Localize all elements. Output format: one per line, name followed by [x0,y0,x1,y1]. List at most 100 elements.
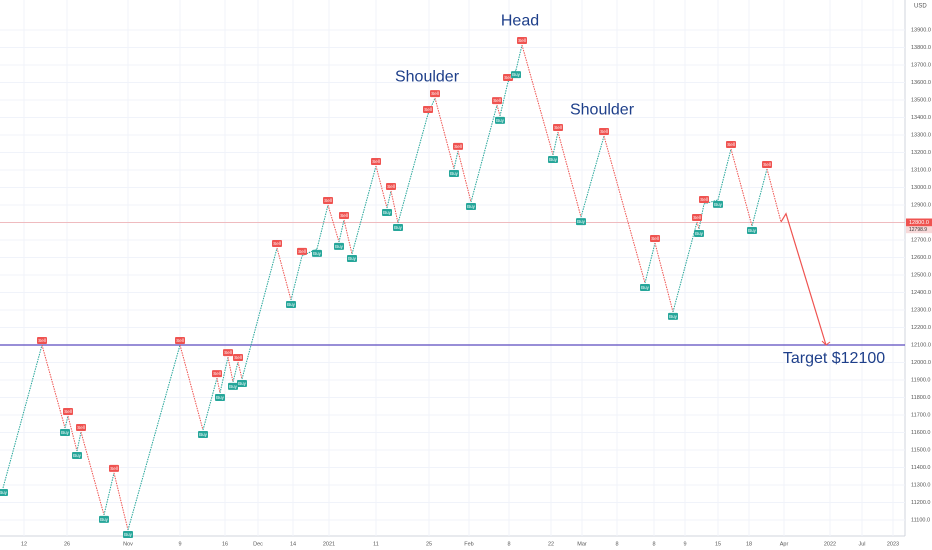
signal-box [212,370,222,378]
zigzag-segment [644,242,656,284]
y-tick-label: 13600.0 [911,80,931,86]
x-tick-label: 9 [178,541,181,547]
zigzag-segment [327,204,340,243]
signal-box [430,90,440,98]
signal-box [109,464,119,472]
signal-label: Buy [238,381,247,386]
y-tick-label: 12600.0 [911,255,931,261]
signal-box [495,116,505,124]
signal-box [382,208,392,216]
x-tick-label: 15 [715,541,721,547]
last-price-tag [906,226,932,234]
signal-box [123,530,133,538]
x-tick-label: Nov [123,541,133,547]
zigzag-segment [397,113,429,224]
annotation: Shoulder [395,68,460,85]
y-tick-label: 12900.0 [911,202,931,208]
signal-box [503,73,513,81]
signal-box [393,224,403,232]
signal-box [198,431,208,439]
signal-label: Sell [763,162,771,167]
signal-label: Buy [73,453,82,458]
y-tick-label: 11700.0 [911,412,930,418]
signal-box [215,393,225,401]
signal-box [449,169,459,177]
signal-label: Buy [467,204,476,209]
y-tick-label: 11400.0 [911,465,930,471]
signal-box [747,227,757,234]
zigzag-segment [343,219,353,255]
signal-box [668,312,678,320]
x-tick-label: 12 [21,541,27,547]
zigzag-segment [654,242,674,313]
signal-label: Buy [0,490,8,495]
signal-box [726,141,736,148]
signal-label: Buy [669,314,678,319]
x-tick-label: 8 [615,541,618,547]
y-tick-label: 11900.0 [911,377,930,383]
signal-label: Buy [216,395,225,400]
signal-box [347,255,357,262]
zigzag-segment [64,415,69,429]
zigzag-segment [351,165,377,255]
y-tick-label: 12000.0 [911,360,931,366]
signal-label: Buy [714,202,723,207]
signal-box [63,408,73,416]
signal-box [576,218,586,226]
signal-box [650,234,660,242]
zigzag-segment [219,356,229,394]
y-tick-label: 12300.0 [911,307,931,313]
zigzag-segment [202,377,218,431]
signal-label: Buy [496,118,505,123]
signal-label: Sell [424,107,432,112]
zigzag-segment [375,165,388,209]
zigzag-segment [127,344,181,531]
signal-label: Buy [124,532,133,537]
y-tick-label: 13200.0 [911,150,931,156]
y-tick-label: 12200.0 [911,325,931,331]
zigzag-segment [113,472,129,531]
signal-label: Sell [700,197,708,202]
zigzag-segment [67,415,78,452]
signal-box [228,382,238,390]
signal-label: Sell [234,355,242,360]
y-tick-label: 13800.0 [911,45,931,51]
x-tick-label: Jul [858,541,865,547]
zigzag-segment [216,377,221,394]
y-tick-label: 12400.0 [911,290,931,296]
zigzag-segment [241,247,278,380]
signal-box [76,423,86,431]
x-tick-label: 11 [373,541,379,547]
signal-box [286,301,296,309]
signal-box [640,284,650,292]
y-tick-label: 13500.0 [911,97,931,103]
signal-label: Sell [298,249,306,254]
x-tick-label: 18 [746,541,752,547]
signal-label: Sell [224,350,232,355]
signal-label: Sell [273,241,281,246]
y-tick-label: 11800.0 [911,395,930,401]
signal-label: Sell [110,466,118,471]
zigzag-segment [434,97,455,170]
zigzag-segment [470,104,498,203]
signal-box [386,183,396,190]
last-price-label: 12798.9 [909,227,927,233]
signal-box [371,157,381,165]
signal-box [511,71,521,79]
signal-label: Buy [61,430,70,435]
signal-box [492,97,502,105]
x-tick-label: 8 [652,541,655,547]
signal-box [272,240,282,248]
signal-box [60,428,70,436]
signal-box [297,247,307,255]
x-tick-label: 2022 [824,541,836,547]
projection-arrowhead [821,340,831,346]
zigzag-segment [338,219,345,243]
signal-label: Sell [213,371,221,376]
zigzag-segment [179,344,204,431]
signal-label: Sell [324,198,332,203]
signal-label: Sell [38,338,46,343]
signal-box [339,212,349,220]
signal-label: Sell [727,142,735,147]
